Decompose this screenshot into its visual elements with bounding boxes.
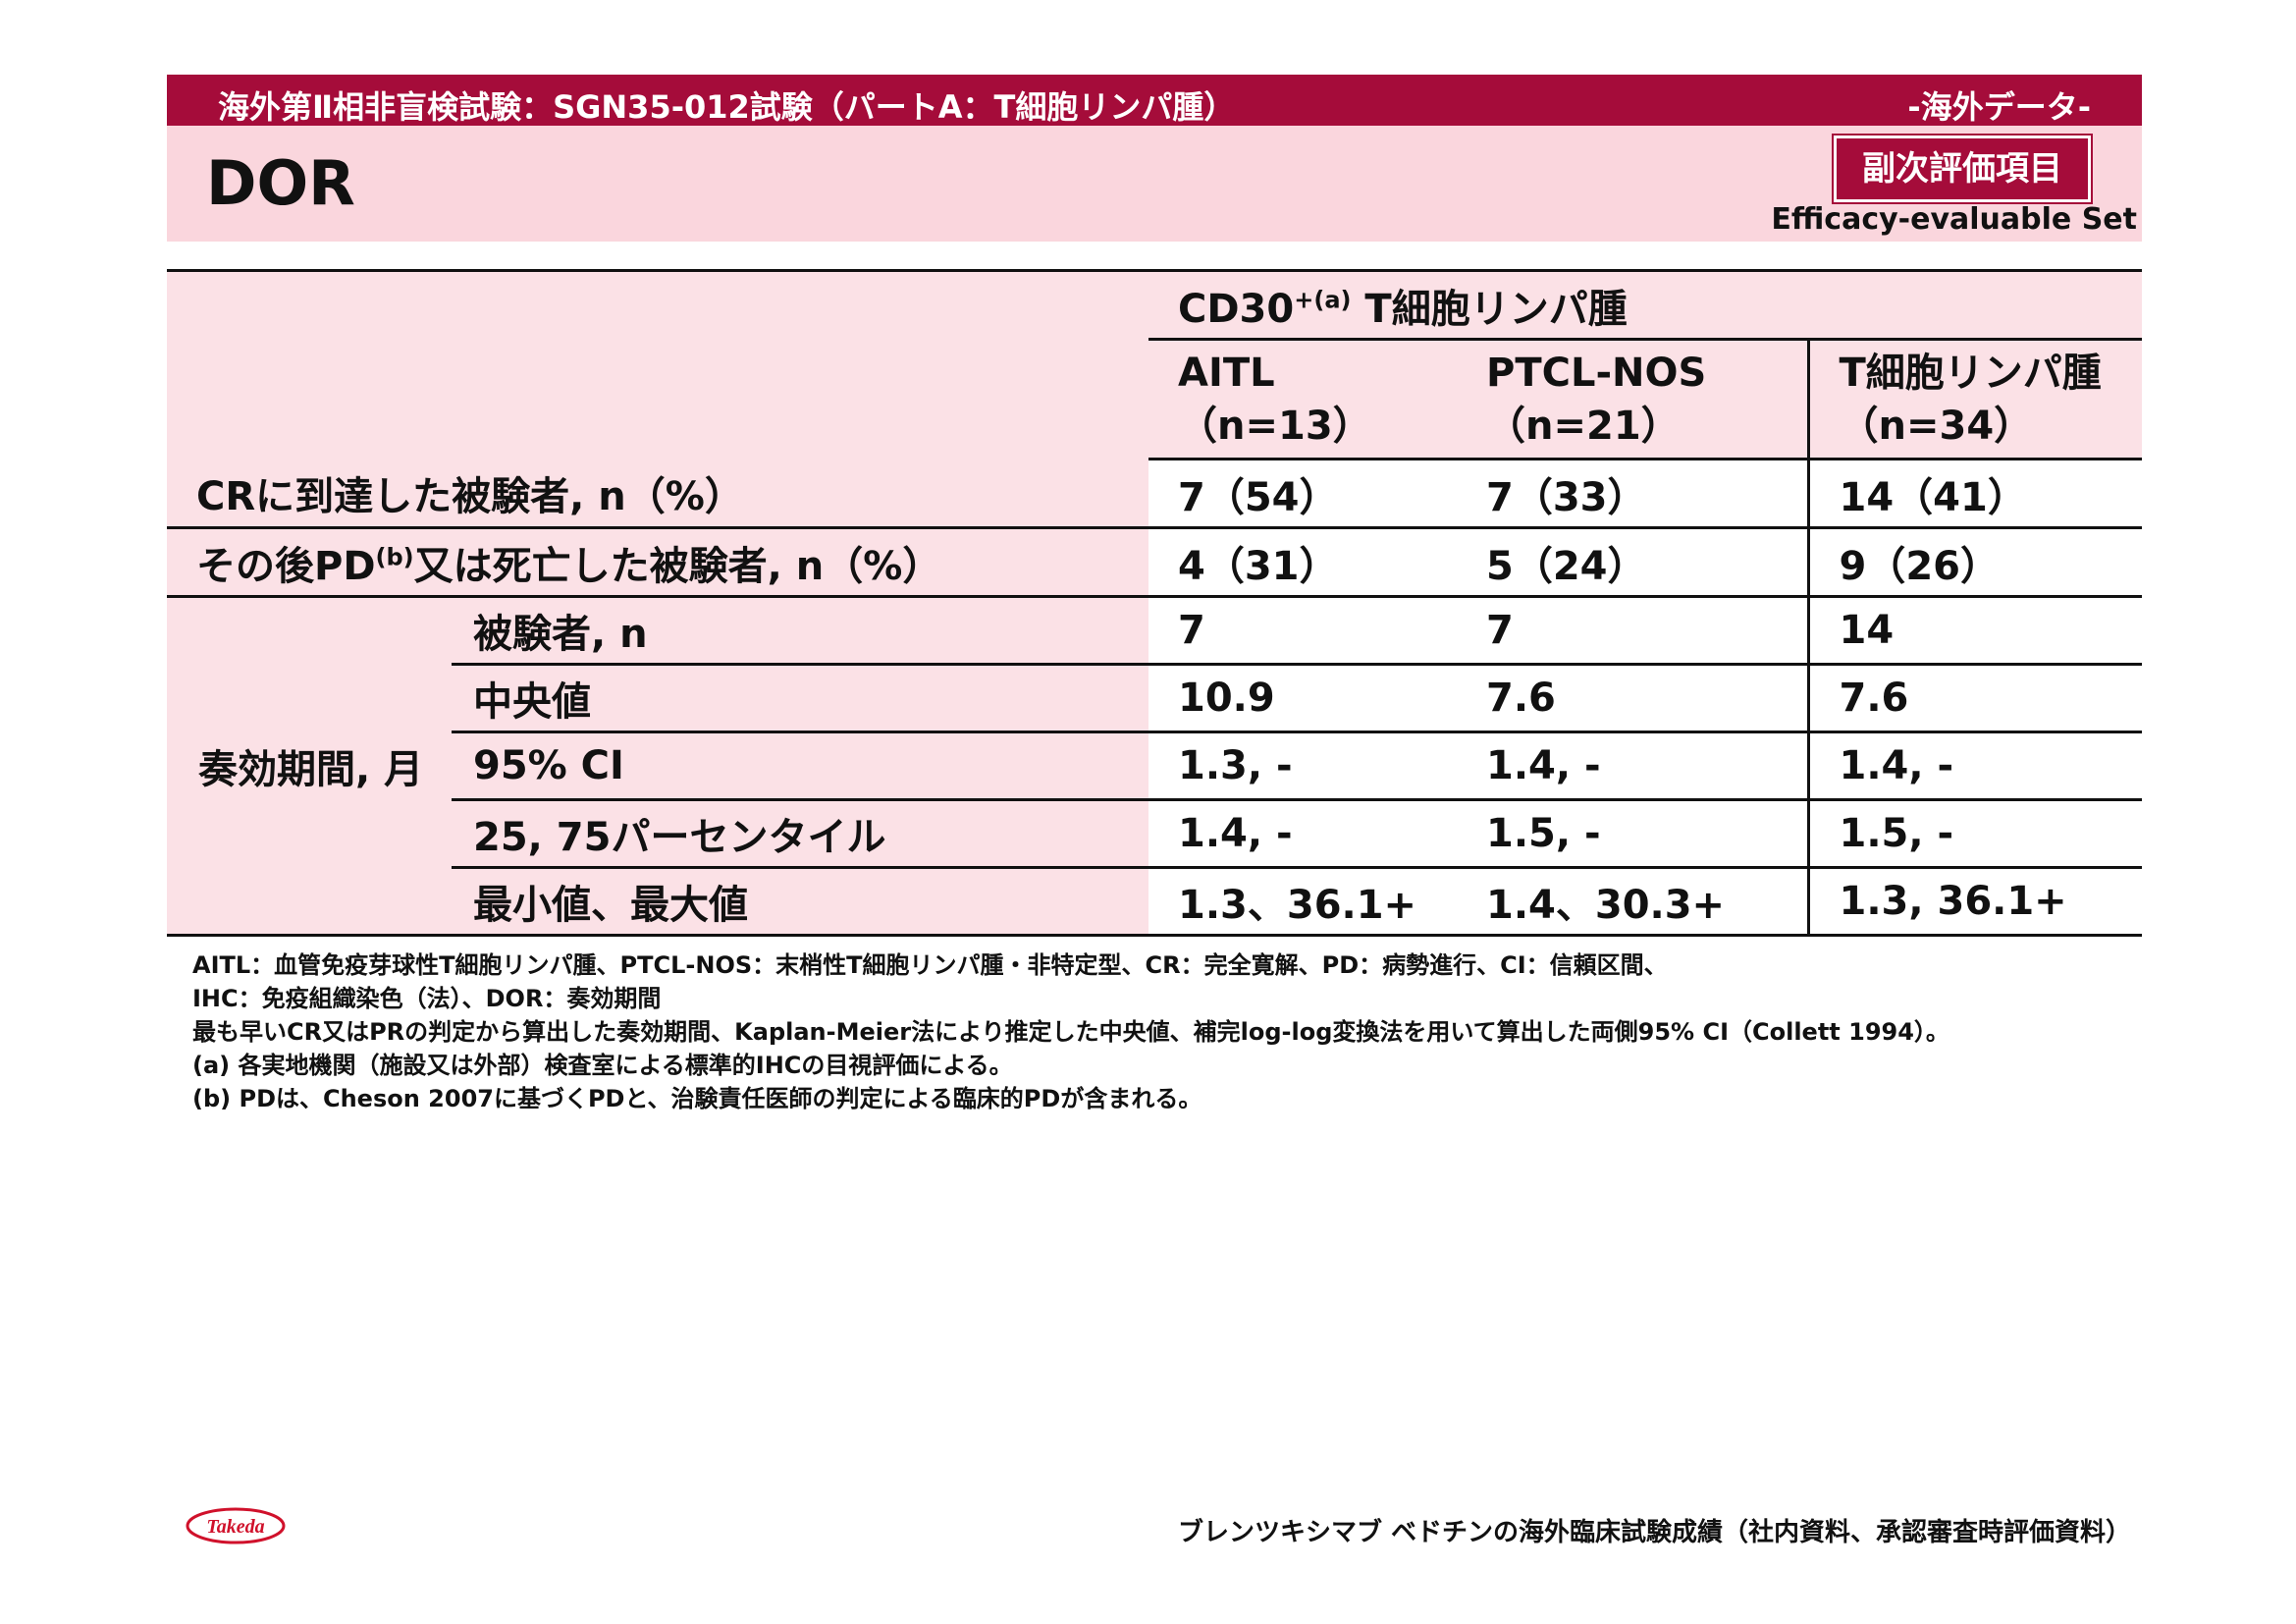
table-cell: 14 xyxy=(1806,596,2143,666)
row-label: 95% CI xyxy=(452,731,1148,801)
table-cell: 1.3, - xyxy=(1148,731,1457,801)
table-cell: 7（33） xyxy=(1457,459,1808,529)
table-cell: 9（26） xyxy=(1806,527,2143,598)
column-header-ptcl-nos: PTCL-NOS （n=21） xyxy=(1457,339,1808,460)
table-cell: 1.4, - xyxy=(1806,731,2143,801)
table-row: CRに到達した被験者, n（%） 7（54） 7（33） 14（41） xyxy=(167,459,2143,529)
table-cell: 7.6 xyxy=(1457,664,1808,733)
footnote: 最も早いCR又はPRの判定から算出した奏効期間、Kaplan-Meier法により… xyxy=(192,1018,1949,1046)
footnote: AITL：血管免疫芽球性T細胞リンパ腫、PTCL-NOS：末梢性T細胞リンパ腫・… xyxy=(192,951,1668,979)
table-cell: 7.6 xyxy=(1806,664,2143,733)
page-title: DOR xyxy=(206,147,355,219)
table-cell: 7 xyxy=(1457,596,1808,666)
group-header-row: CD30+(a) T細胞リンパ腫 xyxy=(167,269,2143,460)
footnote: (b) PDは、Cheson 2007に基づくPDと、治験責任医師の判定による臨… xyxy=(192,1085,1202,1112)
column-header-tcl: T細胞リンパ腫 （n=34） xyxy=(1806,339,2143,460)
table-cell: 7 xyxy=(1148,596,1457,666)
row-label: 最小値、最大値 xyxy=(452,867,1148,937)
table-cell: 5（24） xyxy=(1457,527,1808,598)
table-cell: 1.4, - xyxy=(1457,731,1808,801)
dor-group-label: 奏効期間, 月 xyxy=(167,596,452,937)
study-title: 海外第Ⅱ相非盲検試験：SGN35-012試験（パートA：T細胞リンパ腫） xyxy=(218,88,1236,126)
header-bar: 海外第Ⅱ相非盲検試験：SGN35-012試験（パートA：T細胞リンパ腫） -海外… xyxy=(167,75,2142,126)
table-cell: 1.3, 36.1+ xyxy=(1806,867,2143,937)
table-cell: 4（31） xyxy=(1148,527,1457,598)
row-label: その後PD(b)又は死亡した被験者, n（%） xyxy=(167,527,1148,598)
table-row: その後PD(b)又は死亡した被験者, n（%） 4（31） 5（24） 9（26… xyxy=(167,527,2143,598)
table-row: 中央値 10.9 7.6 7.6 xyxy=(167,664,2143,733)
row-label: 中央値 xyxy=(452,664,1148,733)
header-corner-cell xyxy=(167,269,1148,460)
table-cell: 1.5, - xyxy=(1806,799,2143,869)
table-row: 奏効期間, 月 被験者, n 7 7 14 xyxy=(167,596,2143,937)
svg-text:Takeda: Takeda xyxy=(206,1516,264,1538)
data-source-tag: -海外データ- xyxy=(1907,88,2091,126)
table-cell: 1.3、36.1+ xyxy=(1148,867,1457,937)
title-band: DOR xyxy=(167,126,2142,242)
analysis-set-label: Efficacy-evaluable Set xyxy=(1771,202,2137,237)
table-cell: 1.4、30.3+ xyxy=(1457,867,1808,937)
column-header-aitl: AITL （n=13） xyxy=(1148,339,1457,460)
endpoint-badge: 副次評価項目 xyxy=(1834,135,2091,202)
table-cell: 10.9 xyxy=(1148,664,1457,733)
table-cell: 1.5, - xyxy=(1457,799,1808,869)
table-cell: 7（54） xyxy=(1148,459,1457,529)
table-row: 95% CI 1.3, - 1.4, - 1.4, - xyxy=(167,731,2143,801)
footnote: (a) 各実地機関（施設又は外部）検査室による標準的IHCの目視評価による。 xyxy=(192,1052,1013,1079)
group-header-cell: CD30+(a) T細胞リンパ腫 xyxy=(1148,269,2143,341)
table-cell: 14（41） xyxy=(1806,459,2143,529)
dor-table: CD30+(a) T細胞リンパ腫 AITL （n=13） PTCL-NOS （n=2… xyxy=(167,269,2143,937)
footnotes: AITL：血管免疫芽球性T細胞リンパ腫、PTCL-NOS：末梢性T細胞リンパ腫・… xyxy=(192,948,1949,1115)
row-label: 被験者, n xyxy=(452,596,1148,666)
table-cell: 1.4, - xyxy=(1148,799,1457,869)
footnote: IHC：免疫組織染色（法）、DOR：奏効期間 xyxy=(192,985,662,1012)
table-row: 最小値、最大値 1.3、36.1+ 1.4、30.3+ 1.3, 36.1+ xyxy=(167,867,2143,937)
takeda-logo: Takeda xyxy=(185,1504,287,1551)
table-row: 25, 75パーセンタイル 1.4, - 1.5, - 1.5, - xyxy=(167,799,2143,869)
footer-source: ブレンツキシマブ ベドチンの海外臨床試験成績（社内資料、承認審査時評価資料） xyxy=(1177,1518,2131,1547)
row-label: CRに到達した被験者, n（%） xyxy=(167,459,1148,529)
row-label: 25, 75パーセンタイル xyxy=(452,799,1148,869)
column-header-row: AITL （n=13） PTCL-NOS （n=21） T細胞リンパ腫 （n=34） xyxy=(167,339,2143,460)
